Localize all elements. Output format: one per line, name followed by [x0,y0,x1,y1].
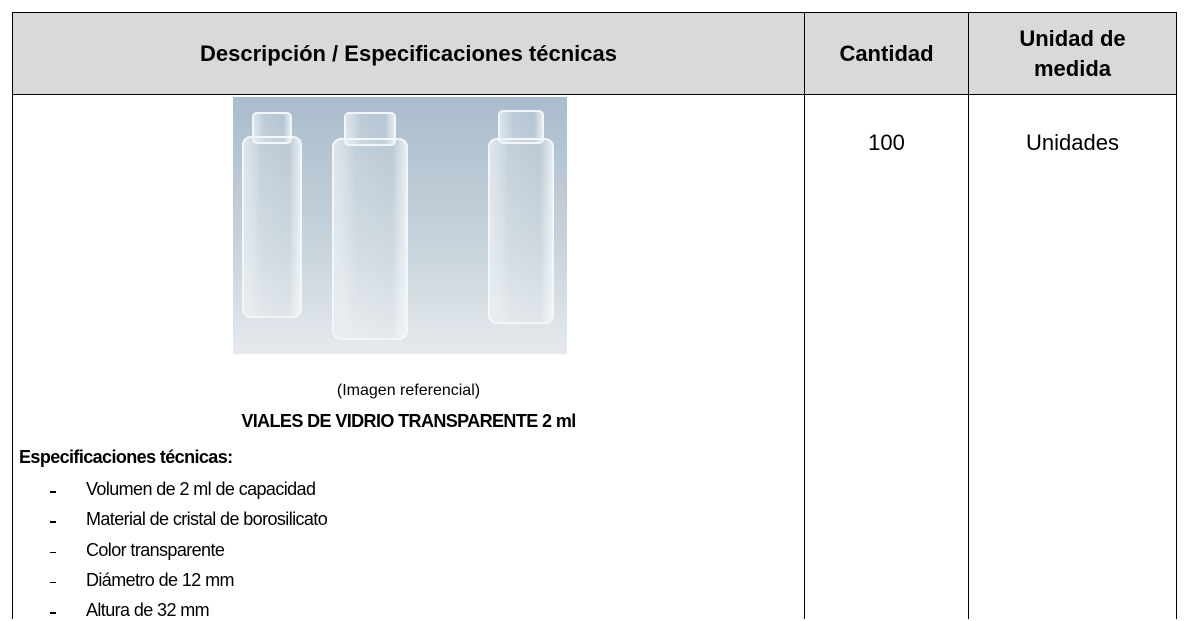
list-dash [50,581,56,584]
border [12,94,1177,95]
list-dash [50,551,56,554]
list-dash [50,491,56,493]
product-title: VIALES DE VIDRIO TRANSPARENTE 2 ml [241,411,576,431]
border [12,12,13,619]
image-caption: (Imagen referencial) [336,382,481,399]
border [12,12,1177,13]
spec-item: Altura de 32 mm [86,600,210,621]
header-cell: Descripción / Especificaciones técnicas [13,13,804,94]
header-text: Unidad de medida [1019,25,1126,81]
border [804,12,805,619]
header-text: Cantidad [839,40,934,66]
header-cell: Cantidad [805,13,968,94]
list-dash [50,612,56,614]
product-image [233,97,567,354]
list-dash [50,521,56,523]
spec-heading: Especificaciones técnicas: [19,447,233,467]
unit: Unidades [1026,130,1119,155]
header-cell: Unidad de medida [969,13,1176,94]
border [968,12,969,619]
quantity: 100 [868,130,905,155]
border [1176,12,1177,619]
spec-item: Diámetro de 12 mm [86,569,234,590]
spec-item: Volumen de 2 ml de capacidad [86,479,316,499]
spec-item: Color transparente [86,539,225,560]
spec-item: Material de cristal de borosilicato [86,509,328,530]
header-text: Descripción / Especificaciones técnicas [200,40,617,66]
